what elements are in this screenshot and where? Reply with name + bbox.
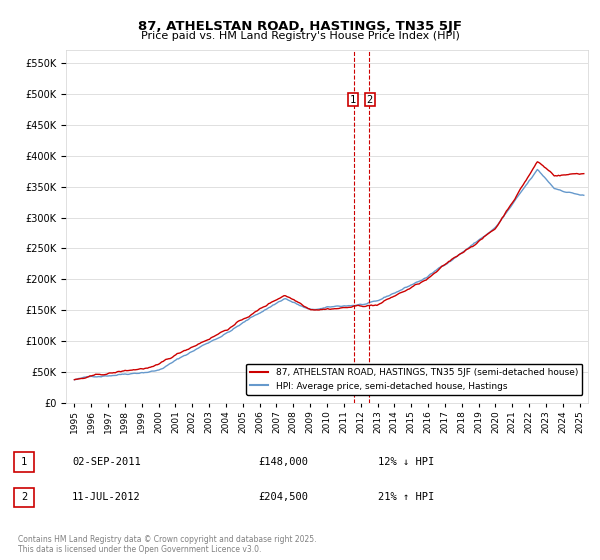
Text: 02-SEP-2011: 02-SEP-2011 xyxy=(72,457,141,467)
Text: £148,000: £148,000 xyxy=(258,457,308,467)
Text: 1: 1 xyxy=(21,457,27,467)
FancyBboxPatch shape xyxy=(14,488,34,507)
Text: 87, ATHELSTAN ROAD, HASTINGS, TN35 5JF: 87, ATHELSTAN ROAD, HASTINGS, TN35 5JF xyxy=(138,20,462,32)
Text: Contains HM Land Registry data © Crown copyright and database right 2025.
This d: Contains HM Land Registry data © Crown c… xyxy=(18,535,317,554)
Legend: 87, ATHELSTAN ROAD, HASTINGS, TN35 5JF (semi-detached house), HPI: Average price: 87, ATHELSTAN ROAD, HASTINGS, TN35 5JF (… xyxy=(246,363,583,395)
Text: 2: 2 xyxy=(367,95,373,105)
Text: 2: 2 xyxy=(21,492,27,502)
Text: 12% ↓ HPI: 12% ↓ HPI xyxy=(378,457,434,467)
Text: Price paid vs. HM Land Registry's House Price Index (HPI): Price paid vs. HM Land Registry's House … xyxy=(140,31,460,41)
FancyBboxPatch shape xyxy=(14,452,34,472)
Text: 21% ↑ HPI: 21% ↑ HPI xyxy=(378,492,434,502)
Text: 11-JUL-2012: 11-JUL-2012 xyxy=(72,492,141,502)
Text: £204,500: £204,500 xyxy=(258,492,308,502)
Text: 1: 1 xyxy=(350,95,356,105)
